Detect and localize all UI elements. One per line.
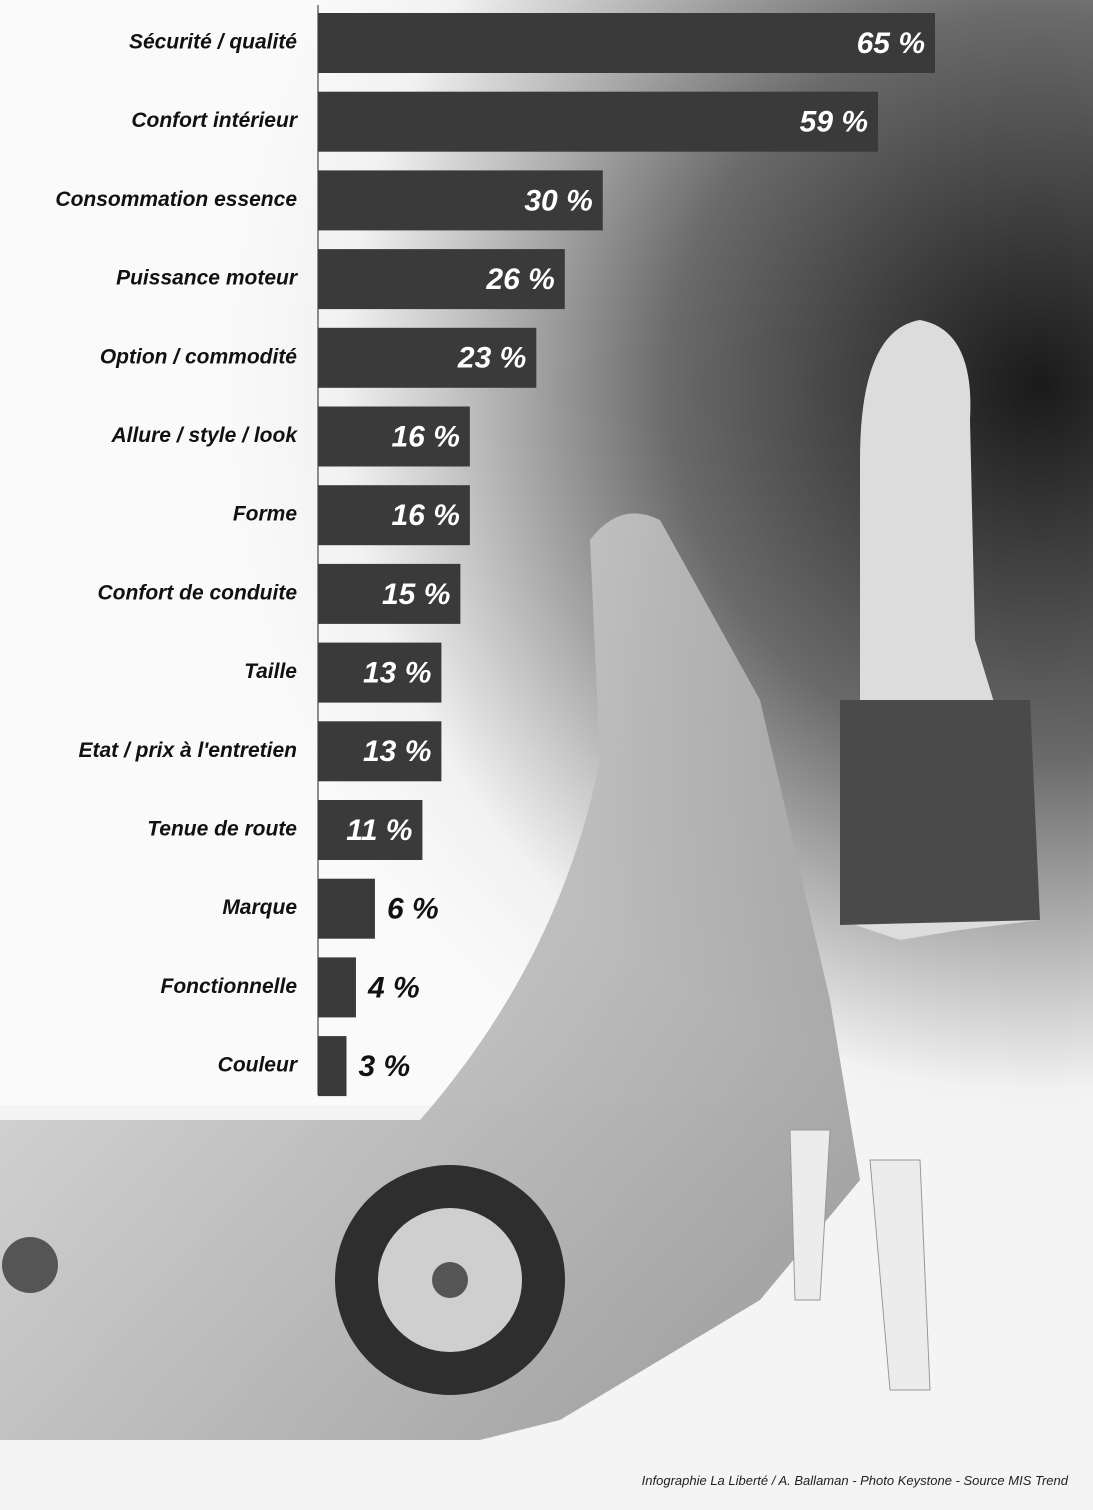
category-label: Allure / style / look [110, 424, 298, 447]
value-label: 23 % [457, 342, 526, 375]
bar [318, 879, 375, 939]
category-label: Confort intérieur [131, 109, 298, 132]
category-label: Taille [244, 660, 297, 683]
value-label: 65 % [857, 27, 925, 60]
category-label: Tenue de route [147, 818, 297, 841]
category-label: Confort de conduite [98, 581, 298, 604]
value-label: 16 % [391, 420, 459, 453]
bar [318, 13, 935, 73]
value-label: 11 % [346, 814, 412, 847]
category-label: Option / commodité [100, 345, 297, 368]
category-label: Couleur [218, 1054, 299, 1077]
bar [318, 957, 356, 1017]
bar [318, 92, 878, 152]
chart: Infographie La Liberté / A. Ballaman - P… [0, 0, 1093, 1510]
category-label: Fonctionnelle [161, 975, 298, 998]
category-label: Puissance moteur [116, 267, 299, 290]
bar [318, 1036, 346, 1096]
category-label: Etat / prix à l'entretien [78, 739, 297, 762]
value-label: 13 % [363, 657, 431, 690]
value-label: 6 % [387, 893, 439, 926]
value-label: 13 % [363, 735, 431, 768]
category-label: Consommation essence [55, 188, 297, 211]
value-label: 4 % [367, 971, 420, 1004]
value-label: 30 % [524, 184, 592, 217]
value-label: 16 % [391, 499, 459, 532]
value-label: 15 % [382, 578, 450, 611]
category-label: Marque [222, 896, 297, 919]
value-label: 59 % [800, 106, 868, 139]
category-label: Sécurité / qualité [129, 31, 297, 54]
value-label: 26 % [485, 263, 554, 296]
source-note: Infographie La Liberté / A. Ballaman - P… [642, 1473, 1069, 1488]
category-label: Forme [233, 503, 298, 526]
value-label: 3 % [358, 1050, 410, 1083]
